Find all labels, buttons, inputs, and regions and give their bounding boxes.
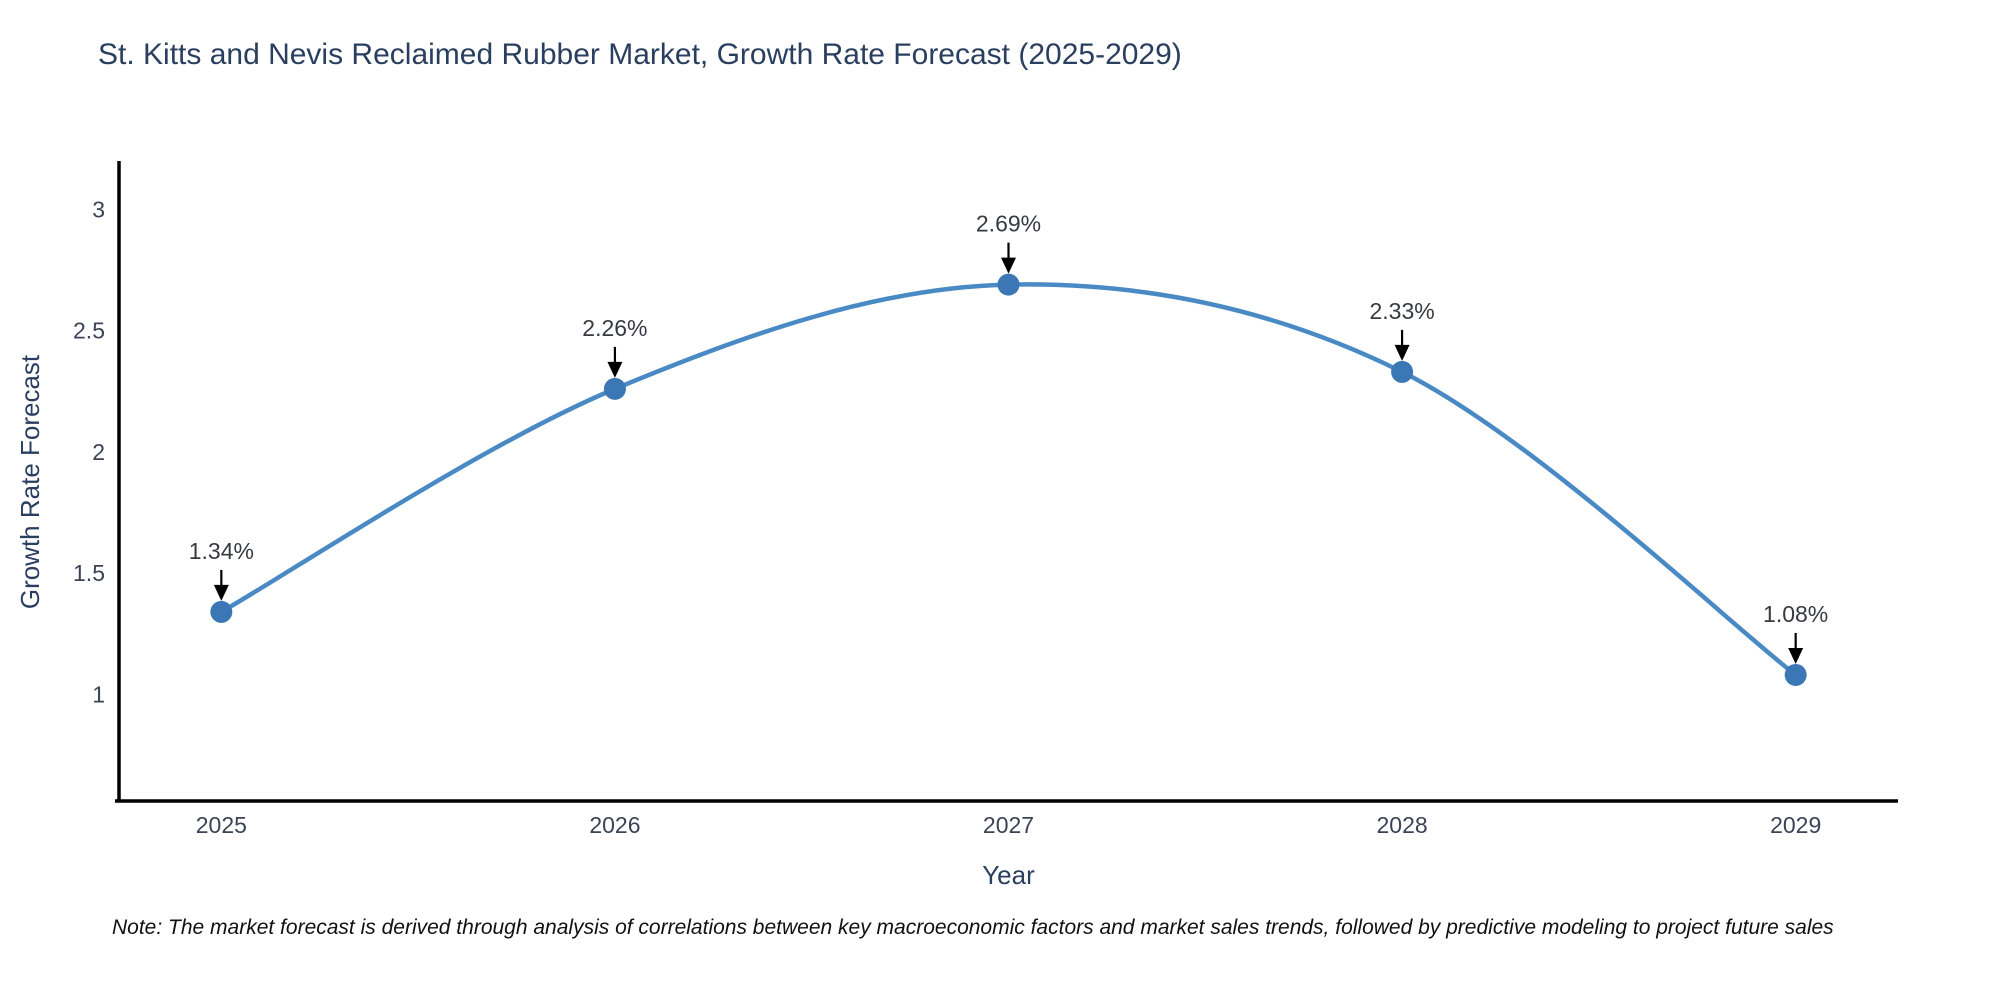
y-tick-label: 1.5 [73, 560, 105, 586]
data-point-marker [1391, 360, 1414, 383]
x-axis-title: Year [982, 860, 1035, 890]
data-point-marker [997, 273, 1020, 296]
x-tick-label: 2028 [1376, 812, 1427, 838]
annotation-arrowhead [1001, 257, 1016, 274]
y-axis-title: Growth Rate Forecast [15, 354, 45, 610]
x-tick-label: 2025 [196, 812, 247, 838]
data-point-marker [210, 600, 233, 623]
x-tick-label: 2027 [983, 812, 1034, 838]
y-tick-label: 3 [92, 196, 105, 222]
y-tick-label: 1 [92, 681, 105, 707]
annotation-arrowhead [1394, 344, 1410, 361]
x-tick-label: 2029 [1770, 812, 1821, 838]
chart-title: St. Kitts and Nevis Reclaimed Rubber Mar… [98, 38, 1182, 71]
x-tick-label: 2026 [589, 812, 640, 838]
y-tick-label: 2 [92, 439, 105, 465]
footnote: Note: The market forecast is derived thr… [112, 916, 1834, 939]
trend-line [219, 282, 1798, 678]
annotation-arrowhead [213, 584, 229, 601]
y-tick-label: 2.5 [73, 318, 105, 344]
data-point-marker [603, 377, 626, 400]
data-point-label: 1.08% [1763, 601, 1828, 627]
data-point-label: 2.26% [582, 315, 647, 341]
annotation-arrowhead [607, 361, 623, 378]
data-point-marker [1784, 663, 1807, 686]
data-point-label: 2.69% [976, 211, 1041, 237]
data-point-label: 1.34% [189, 538, 254, 564]
data-point-label: 2.33% [1369, 298, 1434, 324]
annotation-arrowhead [1788, 647, 1804, 664]
